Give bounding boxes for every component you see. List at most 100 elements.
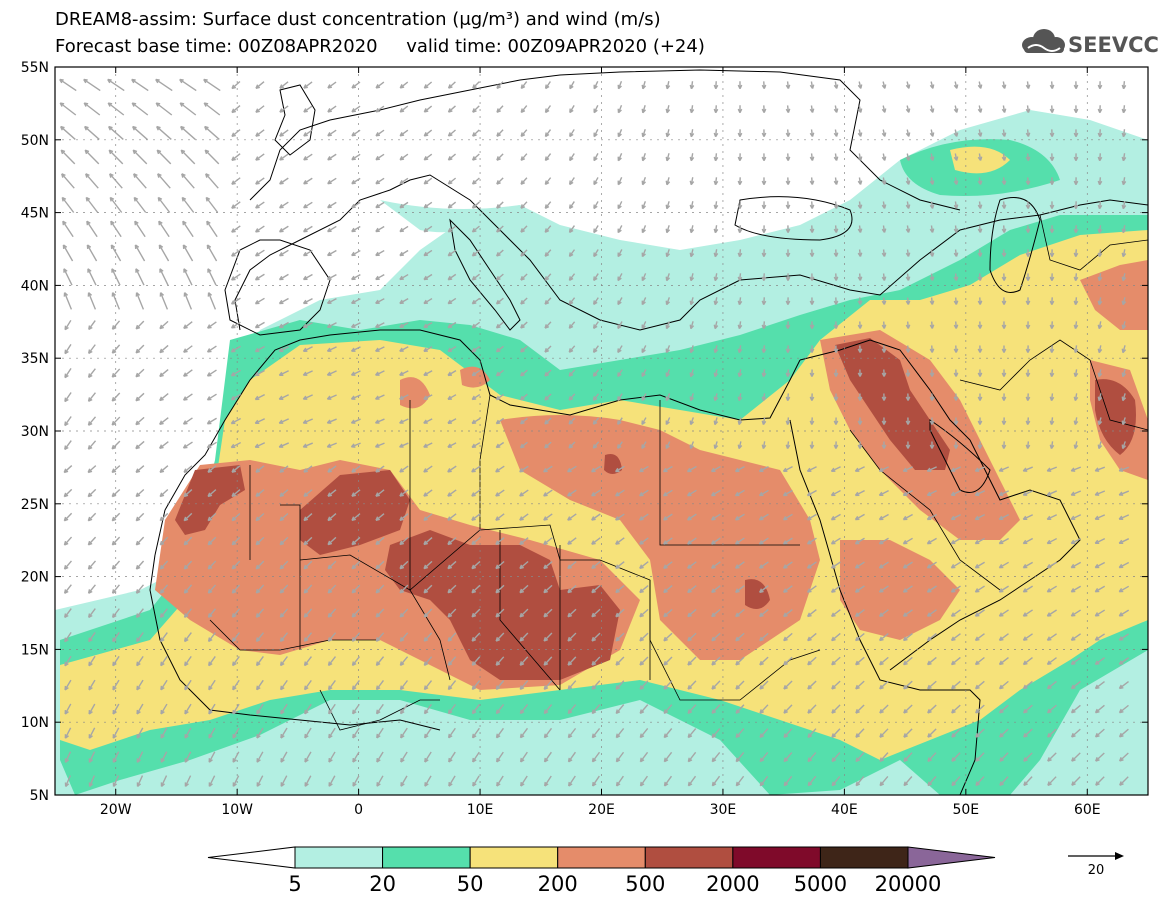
wind-arrow — [375, 298, 385, 305]
wind-arrow — [519, 513, 529, 521]
wind-arrow — [399, 81, 409, 89]
wind-arrow — [544, 775, 552, 787]
wind-arrow — [929, 441, 935, 449]
wind-arrow — [1121, 345, 1127, 354]
wind-arrow — [1119, 752, 1129, 762]
wind-arrow — [854, 489, 865, 497]
wind-arrow — [879, 752, 889, 763]
wind-arrow — [1046, 466, 1058, 472]
wind-arrow — [495, 441, 505, 449]
wind-arrow — [280, 679, 288, 691]
wind-arrow — [713, 345, 719, 354]
wind-arrow — [711, 537, 721, 545]
wind-arrow — [1001, 441, 1007, 449]
wind-arrow — [1071, 728, 1081, 738]
wind-arrow — [135, 368, 145, 378]
wind-arrow — [182, 244, 194, 262]
wind-arrow — [351, 513, 361, 522]
wind-arrow — [567, 656, 577, 666]
wind-arrow — [950, 633, 961, 642]
wind-arrow — [855, 728, 865, 738]
wind-arrow — [785, 129, 791, 137]
wind-arrow — [471, 537, 481, 546]
wind-arrow — [208, 727, 216, 739]
wind-arrow — [255, 129, 265, 137]
wind-arrow — [232, 751, 240, 763]
wind-arrow — [64, 751, 72, 763]
wind-arrow — [351, 298, 361, 304]
wind-arrow — [83, 78, 101, 92]
wind-arrow — [183, 465, 193, 473]
wind-arrow — [303, 465, 313, 473]
wind-arrow — [423, 560, 433, 570]
wind-arrow — [303, 513, 313, 522]
wind-arrow — [303, 201, 313, 209]
wind-arrow — [87, 465, 97, 474]
wind-arrow — [951, 680, 961, 690]
wind-arrow — [159, 320, 169, 330]
wind-arrow — [327, 465, 337, 473]
wind-arrow — [737, 441, 743, 450]
wind-arrow — [857, 321, 863, 329]
wind-arrow — [519, 680, 529, 690]
wind-arrow — [1073, 441, 1079, 450]
wind-arrow — [950, 656, 961, 666]
wind-arrow — [639, 584, 649, 594]
wind-arrow — [761, 297, 767, 305]
wind-arrow — [183, 292, 193, 310]
wind-arrow — [255, 512, 265, 522]
wind-arrow — [879, 704, 889, 714]
wind-arrow — [567, 584, 577, 594]
wind-arrow — [375, 370, 385, 376]
wind-arrow — [84, 125, 100, 140]
wind-arrow — [665, 273, 671, 282]
wind-arrow — [977, 273, 983, 281]
wind-arrow — [278, 394, 289, 400]
wind-arrow — [278, 273, 289, 281]
wind-arrow — [1095, 776, 1105, 786]
wind-arrow — [641, 81, 647, 90]
wind-arrow — [87, 488, 97, 498]
wind-arrow — [206, 417, 217, 425]
wind-arrow — [998, 585, 1009, 593]
wind-arrow — [447, 273, 457, 281]
wind-arrow — [1049, 105, 1055, 113]
wind-arrow — [881, 81, 887, 89]
wind-arrow — [496, 225, 504, 233]
wind-arrow — [641, 153, 647, 162]
wind-arrow — [280, 703, 288, 715]
wind-arrow — [857, 105, 863, 113]
wind-arrow — [950, 609, 961, 617]
wind-arrow — [929, 417, 935, 425]
wind-arrow — [375, 153, 385, 161]
wind-arrow — [807, 775, 817, 787]
wind-arrow — [471, 703, 481, 715]
wind-arrow — [1118, 609, 1130, 617]
lat-label: 50N — [21, 133, 49, 149]
wind-arrow — [735, 656, 745, 666]
wind-arrow — [831, 656, 841, 666]
wind-arrow — [63, 560, 72, 570]
wind-arrow — [326, 346, 337, 352]
wind-arrow — [134, 244, 146, 262]
wind-arrow — [617, 321, 623, 330]
wind-arrow — [1070, 704, 1081, 714]
wind-arrow — [998, 680, 1009, 690]
wind-arrow — [734, 513, 745, 521]
wind-arrow — [1070, 657, 1081, 666]
wind-arrow — [61, 173, 75, 189]
wind-arrow — [999, 704, 1009, 714]
wind-arrow — [639, 465, 649, 473]
wind-arrow — [713, 297, 719, 306]
wind-arrow — [520, 105, 528, 114]
wind-arrow — [711, 775, 721, 787]
wind-arrow — [567, 537, 577, 545]
wind-arrow — [520, 369, 528, 377]
wind-arrow — [1118, 680, 1129, 690]
wind-arrow — [953, 177, 959, 185]
wind-arrow — [254, 297, 265, 305]
lat-label: 10N — [21, 715, 49, 731]
wind-arrow — [399, 153, 409, 161]
wind-arrow — [109, 173, 123, 189]
wind-arrow — [807, 704, 817, 714]
